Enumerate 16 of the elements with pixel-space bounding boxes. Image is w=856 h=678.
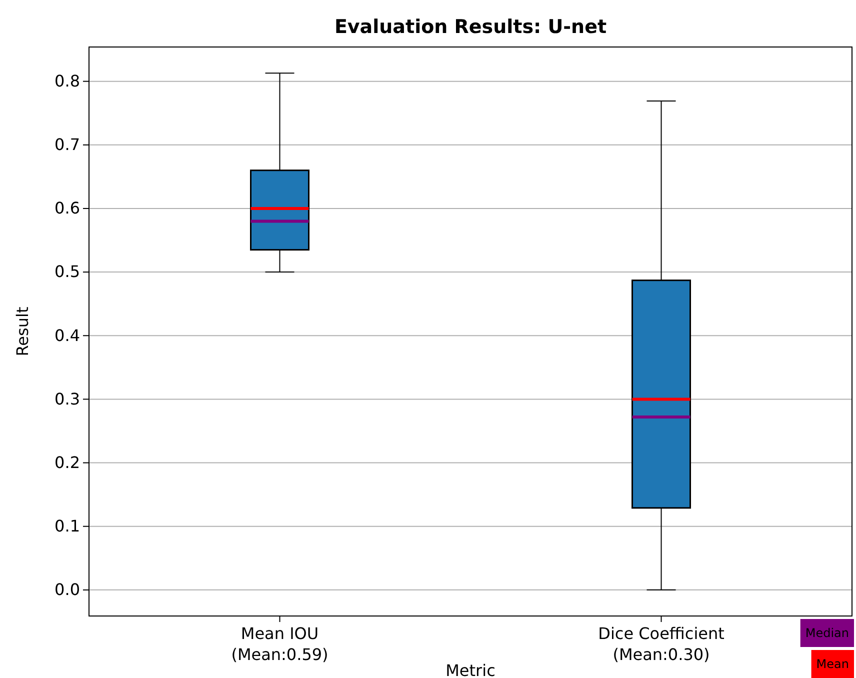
y-tick-label: 0.1	[54, 516, 80, 536]
text: Median	[805, 626, 849, 640]
x-tick-label: Mean IOU (Mean:0.59)	[231, 624, 328, 664]
chart-title: Evaluation Results: U-net	[334, 16, 607, 38]
y-axis-title: Result	[13, 306, 32, 356]
y-tick-label: 0.2	[54, 452, 80, 472]
y-tick-label: 0.0	[54, 580, 80, 600]
text: Mean	[816, 657, 849, 671]
x-axis-title: Metric	[446, 661, 496, 678]
y-tick-label: 0.4	[54, 326, 80, 345]
y-tick-label: 0.3	[54, 389, 80, 408]
x-tick-label: Dice Coefficient (Mean:0.30)	[598, 624, 724, 664]
y-tick-label: 0.6	[54, 198, 80, 218]
y-tick-label: 0.5	[54, 262, 80, 282]
y-tick-label: 0.8	[54, 71, 80, 90]
y-tick-label: 0.7	[54, 135, 80, 154]
